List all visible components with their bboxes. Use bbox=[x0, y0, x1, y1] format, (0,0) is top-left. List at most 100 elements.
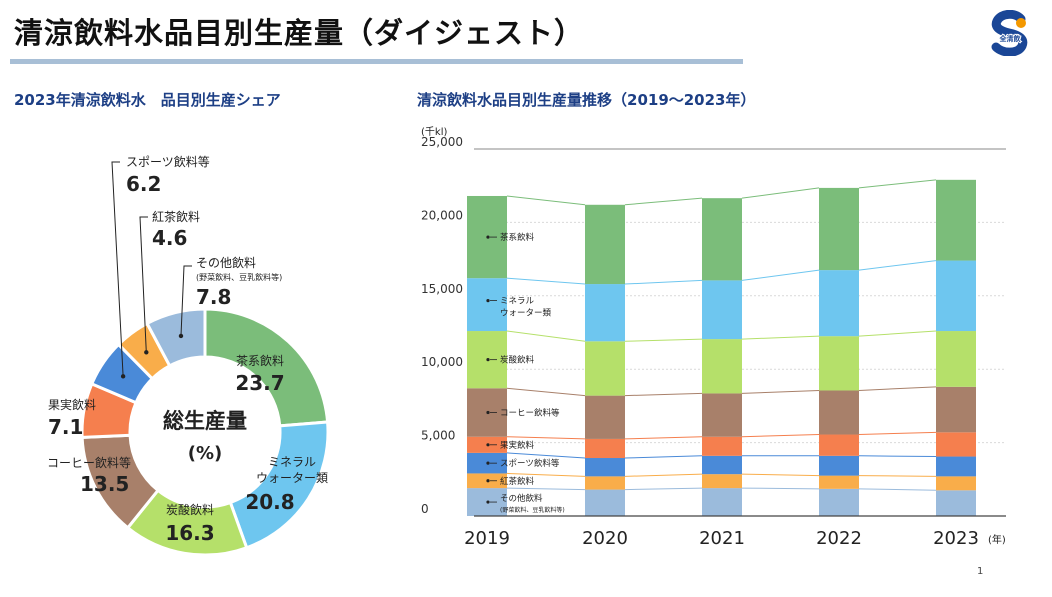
stacked-bar-chart: (千kl) 0 5,000 10,000 15,000 20,000 25,000 2019 2… bbox=[421, 126, 1006, 549]
bar-black_tea-2021 bbox=[702, 474, 742, 489]
bar-fruit-2022 bbox=[819, 434, 859, 456]
y-tick-label-10000: 10,000 bbox=[421, 355, 463, 369]
slice-label-mineral-2: ウォーター類 bbox=[256, 471, 328, 485]
bar-sports-2020 bbox=[585, 458, 625, 477]
connector-tea-3 bbox=[858, 179, 937, 189]
y-tick-label-25000: 25,000 bbox=[421, 135, 463, 149]
series-label-carbonated: 炭酸飲料 bbox=[500, 355, 535, 366]
slice-label-carbonated: 炭酸飲料 bbox=[166, 502, 214, 517]
bar-fruit-2023 bbox=[936, 432, 976, 457]
bar-other-2023 bbox=[936, 490, 976, 516]
bar-carbonated-2020 bbox=[585, 341, 625, 396]
connector-mineral-0 bbox=[506, 277, 586, 285]
slice-value-tea: 23.7 bbox=[235, 371, 284, 395]
series-dot-coffee bbox=[486, 410, 490, 415]
connector-tea-2 bbox=[741, 187, 820, 199]
bar-tea-2023 bbox=[936, 179, 976, 261]
series-dot-other bbox=[486, 500, 490, 504]
connector-fruit-2 bbox=[741, 434, 820, 438]
y-axis-unit: (千kl) bbox=[421, 126, 447, 138]
connector-carbonated-3 bbox=[858, 330, 937, 337]
bar-sports-2022 bbox=[819, 455, 859, 476]
donut-slice-other bbox=[145, 307, 207, 368]
connector-mineral-3 bbox=[858, 260, 937, 271]
slice-value-coffee: 13.5 bbox=[80, 472, 129, 496]
connector-carbonated-0 bbox=[506, 330, 586, 342]
x-tick-label-2023: 2023 bbox=[933, 528, 979, 549]
bar-sports-2021 bbox=[702, 455, 742, 475]
bar-black_tea-2022 bbox=[819, 475, 859, 489]
slice-value-carbonated: 16.3 bbox=[165, 521, 214, 545]
bar-coffee-2022 bbox=[819, 390, 859, 435]
y-tick-label-0: 0 bbox=[421, 502, 429, 516]
x-tick-label-2020: 2020 bbox=[582, 528, 628, 549]
bar-carbonated-2023 bbox=[936, 331, 976, 387]
connector-black_tea-3 bbox=[858, 475, 937, 477]
connector-other-0 bbox=[506, 487, 586, 491]
leader-black-tea bbox=[139, 216, 148, 353]
x-tick-label-2019: 2019 bbox=[464, 528, 510, 549]
slice-value-fruit: 7.1 bbox=[48, 415, 83, 439]
connector-other-3 bbox=[858, 488, 937, 491]
series-dot-tea bbox=[486, 235, 490, 239]
leader-sports bbox=[111, 161, 124, 377]
connector-carbonated-2 bbox=[741, 335, 820, 340]
bar-other-2021 bbox=[702, 488, 742, 516]
connector-tea-0 bbox=[506, 195, 586, 206]
y-tick-label-20000: 20,000 bbox=[421, 208, 463, 222]
x-axis-unit: (年) bbox=[988, 533, 1006, 546]
slice-label-tea: 茶系飲料 bbox=[236, 353, 284, 368]
bar-fruit-2020 bbox=[585, 438, 625, 459]
bar-mineral-2020 bbox=[585, 284, 625, 342]
bar-chart-title: 清涼飲料水品目別生産量推移（2019〜2023年） bbox=[417, 91, 756, 109]
connector-sports-0 bbox=[506, 452, 586, 459]
y-tick-label-15000: 15,000 bbox=[421, 282, 463, 296]
series-label-tea: 茶系飲料 bbox=[500, 232, 535, 243]
bar-mineral-2022 bbox=[819, 270, 859, 337]
connector-tea-1 bbox=[624, 197, 703, 206]
slice-label-sports: スポーツ飲料等 bbox=[126, 154, 210, 169]
slice-label-fruit: 果実飲料 bbox=[48, 397, 96, 412]
connector-mineral-1 bbox=[624, 279, 703, 285]
series-label-sports: スポーツ飲料等 bbox=[500, 458, 560, 469]
bar-coffee-2020 bbox=[585, 395, 625, 439]
bar-black_tea-2023 bbox=[936, 476, 976, 491]
page-title: 清涼飲料水品目別生産量（ダイジェスト） bbox=[14, 16, 585, 50]
bar-mineral-2023 bbox=[936, 260, 976, 332]
connector-mineral-2 bbox=[741, 269, 820, 281]
series-dot-mineral bbox=[486, 299, 490, 303]
connector-coffee-0 bbox=[506, 387, 586, 397]
leader-sports-dot bbox=[120, 374, 126, 379]
title-underline bbox=[10, 59, 743, 64]
donut-center-unit: (%) bbox=[188, 443, 223, 464]
leader-other-dot bbox=[178, 333, 184, 339]
connector-fruit-1 bbox=[624, 436, 703, 440]
connector-coffee-2 bbox=[741, 389, 820, 394]
donut-chart-title: 2023年清涼飲料水 品目別生産シェア bbox=[14, 91, 281, 109]
connector-carbonated-1 bbox=[624, 338, 703, 342]
connector-other-1 bbox=[624, 487, 703, 491]
logo-text: 全清飲 bbox=[999, 34, 1022, 43]
x-tick-label-2021: 2021 bbox=[699, 528, 745, 549]
connector-other-2 bbox=[741, 487, 820, 490]
bar-other-2020 bbox=[585, 489, 625, 516]
connector-sports-1 bbox=[624, 455, 703, 459]
bar-carbonated-2021 bbox=[702, 339, 742, 394]
series-sublabel-other: (野菜飲料、豆乳飲料等) bbox=[500, 506, 565, 514]
slice-label-coffee: コーヒー飲料等 bbox=[47, 455, 131, 470]
connector-fruit-3 bbox=[858, 431, 937, 436]
slice-value-other: 7.8 bbox=[196, 285, 231, 309]
connector-sports-3 bbox=[858, 455, 937, 458]
bar-mineral-2021 bbox=[702, 280, 742, 340]
bar-sports-2023 bbox=[936, 456, 976, 477]
page-number: 1 bbox=[977, 566, 984, 577]
series-label-other: その他飲料 bbox=[500, 493, 543, 504]
x-tick-label-2022: 2022 bbox=[816, 528, 862, 549]
series-label-coffee: コーヒー飲料等 bbox=[500, 408, 560, 419]
bar-coffee-2021 bbox=[702, 393, 742, 437]
series-label-mineral-1: ミネラル bbox=[500, 297, 535, 307]
slice-value-sports: 6.2 bbox=[126, 172, 161, 196]
bar-tea-2021 bbox=[702, 198, 742, 281]
slice-label-mineral-1: ミネラル bbox=[268, 455, 316, 469]
bar-coffee-2023 bbox=[936, 386, 976, 433]
